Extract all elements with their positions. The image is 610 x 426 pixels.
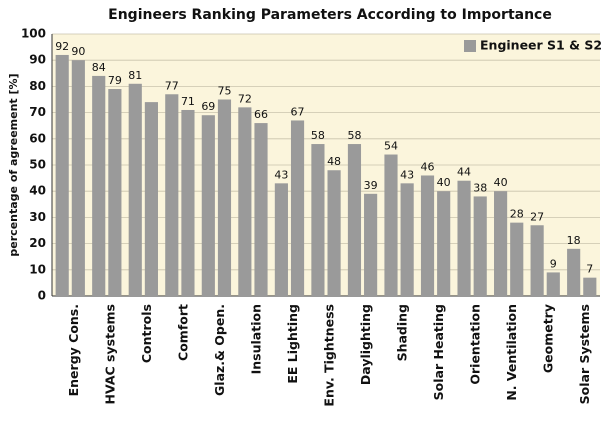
x-tick-label: Daylighting [358,304,373,385]
value-label: 43 [400,168,414,181]
value-label: 58 [311,129,325,142]
bar [290,120,305,297]
value-label: 43 [274,168,288,181]
value-label: 66 [254,108,268,121]
value-label: 44 [457,166,471,179]
bar [201,115,215,296]
bar [494,191,508,296]
bar [437,191,451,296]
value-label: 38 [473,181,487,194]
x-tick-label: Env. Tightness [322,304,337,407]
x-tick-label: Geometry [541,304,556,373]
bar [108,89,122,297]
legend-swatch [464,40,476,52]
chart-title: Engineers Ranking Parameters According t… [108,7,552,23]
value-label: 84 [92,61,106,74]
bar [238,107,252,296]
bar [384,154,398,296]
y-tick-label: 30 [29,210,46,224]
bar [510,222,524,296]
bar [92,75,106,296]
value-label: 46 [421,160,435,173]
bar [128,83,142,296]
bar [181,109,195,296]
bar [327,170,341,296]
x-tick-label: N. Ventilation [504,304,519,401]
bar [254,123,268,296]
value-label: 58 [347,129,361,142]
value-label: 69 [201,100,215,113]
bar [567,248,581,296]
bar [546,272,560,296]
bar [473,196,487,296]
x-tick-label: EE Lighting [285,304,300,384]
legend-label: Engineer S1 & S2 [480,38,602,53]
value-label: 40 [437,176,451,189]
value-label: 54 [384,140,398,153]
value-label: 28 [510,208,524,221]
y-tick-label: 40 [29,184,46,198]
bar [274,183,288,296]
y-tick-label: 70 [29,105,46,119]
bar [347,144,362,296]
x-tick-label: Energy Cons. [66,304,81,396]
value-label: 72 [238,92,252,105]
value-label: 40 [494,176,508,189]
value-label: 67 [291,105,305,118]
bar [400,183,414,296]
y-tick-label: 100 [21,27,46,41]
y-tick-label: 50 [29,158,46,172]
value-label: 18 [567,234,581,247]
bar [457,180,471,296]
x-tick-label: Glaz.& Open. [212,304,227,396]
y-tick-label: 60 [29,131,46,145]
value-label: 81 [128,69,142,82]
x-tick-label: Insulation [248,304,263,374]
bar [71,60,85,297]
bar [311,144,325,296]
x-tick-label: Controls [139,304,154,363]
value-label: 71 [181,95,195,108]
y-tick-label: 20 [29,236,46,250]
x-tick-label: Shading [395,304,410,361]
bar [530,225,544,296]
value-label: 39 [364,179,378,192]
value-label: 79 [108,74,122,87]
bar [364,193,378,296]
x-tick-label: HVAC systems [102,304,117,404]
y-axis-label: percentage of agreement [%] [7,73,20,256]
x-tick-label: Solar Heating [431,304,446,400]
y-tick-label: 10 [29,262,46,276]
value-label: 48 [327,155,341,168]
y-tick-label: 80 [29,79,46,93]
value-label: 92 [55,40,69,53]
value-label: 77 [165,79,179,92]
bar [55,54,69,297]
y-tick-label: 90 [29,53,46,67]
x-tick-label: Orientation [468,304,483,385]
bar [165,94,179,296]
value-label: 7 [586,263,593,276]
x-tick-label: Solar Systems [577,304,592,404]
value-label: 90 [71,45,85,58]
bar [420,175,435,296]
bar [583,277,597,296]
value-label: 27 [530,210,544,223]
value-label: 9 [550,257,557,270]
y-tick-label: 0 [38,289,46,303]
value-label: 75 [217,85,231,98]
x-tick-label: Comfort [175,304,190,361]
bar [144,102,158,297]
bar [217,99,232,296]
